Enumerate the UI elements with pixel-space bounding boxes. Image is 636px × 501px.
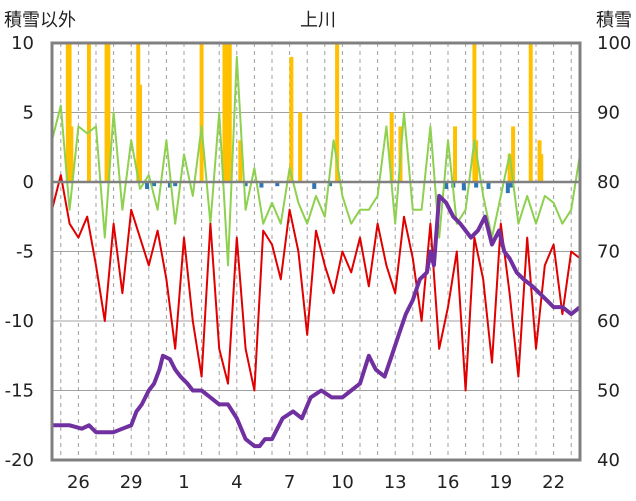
precip-bar xyxy=(86,43,91,182)
chart-title: 上川 xyxy=(300,10,336,31)
x-tick: 19 xyxy=(489,472,512,493)
y-tick-left: -5 xyxy=(16,242,34,263)
grid-lines xyxy=(52,43,580,460)
negative-bar xyxy=(259,182,264,188)
y-tick-left: -15 xyxy=(5,381,34,402)
y-tick-right: 40 xyxy=(597,450,620,471)
x-tick: 29 xyxy=(120,472,143,493)
negative-bar xyxy=(509,182,514,188)
y-tick-left: 0 xyxy=(23,172,34,193)
precip-bar xyxy=(225,43,230,182)
x-tick: 10 xyxy=(331,472,354,493)
precip-bar xyxy=(238,140,243,182)
negative-bar xyxy=(152,182,157,187)
precip-bar xyxy=(511,126,516,182)
negative-bar xyxy=(145,182,150,189)
precip-bar xyxy=(289,56,294,182)
negative-bar xyxy=(461,182,466,191)
negative-bar xyxy=(275,182,280,187)
y-tick-left: -20 xyxy=(5,450,34,471)
x-tick: 22 xyxy=(542,472,565,493)
precipitation-bars xyxy=(65,43,544,194)
y-tick-left: 10 xyxy=(11,33,34,54)
y-tick-right: 70 xyxy=(597,242,620,263)
plot-frame xyxy=(50,41,582,462)
precip-bar xyxy=(222,43,227,182)
precip-bar xyxy=(298,112,303,182)
precip-bar xyxy=(389,112,394,182)
y-axis-label-left: 積雪以外 xyxy=(4,10,76,31)
precip-bar xyxy=(539,154,544,182)
negative-bar xyxy=(173,182,178,187)
x-tick: 13 xyxy=(384,472,407,493)
x-tick: 4 xyxy=(231,472,242,493)
temperature-line xyxy=(51,174,581,392)
y-axis-label-right: 積雪 xyxy=(596,10,632,31)
y-tick-left: 5 xyxy=(23,103,34,124)
snow-depth-line xyxy=(52,193,582,449)
negative-bar xyxy=(444,182,449,189)
precip-bar xyxy=(474,140,479,182)
precip-bar xyxy=(138,84,142,182)
precip-bar xyxy=(335,43,340,182)
precip-bar xyxy=(528,43,533,182)
x-tick: 7 xyxy=(284,472,295,493)
x-tick: 26 xyxy=(67,472,90,493)
precip-bar xyxy=(106,43,111,182)
series-lines xyxy=(51,55,582,449)
precip-bar xyxy=(227,43,232,182)
y-tick-right: 100 xyxy=(597,33,631,54)
precip-bar xyxy=(472,43,477,182)
negative-bar xyxy=(167,182,172,188)
y-tick-right: 60 xyxy=(597,311,620,332)
x-tick: 1 xyxy=(178,472,189,493)
precip-bar xyxy=(453,126,458,182)
negative-bar xyxy=(505,182,510,194)
precip-bar xyxy=(69,126,74,182)
negative-bar xyxy=(486,182,491,189)
precip-bar xyxy=(67,43,72,182)
x-tick: 16 xyxy=(437,472,460,493)
precip-bar xyxy=(199,43,204,182)
y-tick-right: 50 xyxy=(597,381,620,402)
precip-bar xyxy=(507,154,512,182)
y-tick-right: 90 xyxy=(597,103,620,124)
negative-bar xyxy=(474,182,479,188)
y-tick-left: -10 xyxy=(5,311,34,332)
y-tick-right: 80 xyxy=(597,172,620,193)
negative-bar xyxy=(328,182,333,187)
negative-bar xyxy=(312,182,317,189)
negative-bar xyxy=(243,182,248,187)
